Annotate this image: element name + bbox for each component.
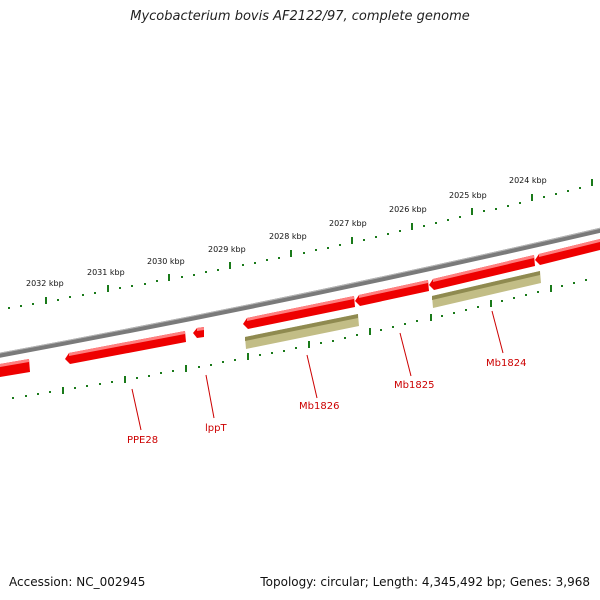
kbp-label-2030: 2030 kbp [147,257,185,266]
gene-labels: Mb1824 Mb1825 Mb1826 lppT PPE28 [127,358,526,446]
map-title: Mycobacterium bovis AF2122/97, complete … [130,9,470,24]
kbp-label-2028: 2028 kbp [269,232,307,241]
inner-minor-ticks [12,279,587,399]
genome-backbone [0,227,600,358]
outer-minor-ticks [8,187,581,309]
leader-lppt [205,374,215,419]
inner-major-ticks [62,285,552,394]
inner-tick-track [12,279,587,399]
outer-major-ticks [45,179,593,304]
gene-label-mb1824: Mb1824 [486,358,526,369]
kbp-label-2024: 2024 kbp [509,176,547,185]
gene-label-mb1826: Mb1826 [299,401,339,412]
kbp-label-2027: 2027 kbp [329,219,367,228]
kbp-labels: 2024 kbp 2025 kbp 2026 kbp 2027 kbp 2028… [26,176,547,288]
kbp-label-2026: 2026 kbp [389,205,427,214]
gene-label-ppe28: PPE28 [127,435,158,446]
cds-features [245,271,541,349]
accession-label: Accession: NC_002945 [9,575,146,589]
outer-tick-track [8,179,593,309]
leader-mb1825 [399,332,412,377]
label-leaders [131,310,504,431]
gene-arrows [0,239,600,377]
kbp-label-2025: 2025 kbp [449,191,487,200]
kbp-label-2032: 2032 kbp [26,279,64,288]
genome-summary: Topology: circular; Length: 4,345,492 bp… [260,575,590,589]
gene-label-lppt: lppT [205,423,227,434]
leader-ppe28 [131,388,142,431]
leader-mb1824 [491,310,504,354]
kbp-label-2031: 2031 kbp [87,268,125,277]
kbp-label-2029: 2029 kbp [208,245,246,254]
leader-mb1826 [306,354,318,399]
gene-label-mb1825: Mb1825 [394,380,434,391]
